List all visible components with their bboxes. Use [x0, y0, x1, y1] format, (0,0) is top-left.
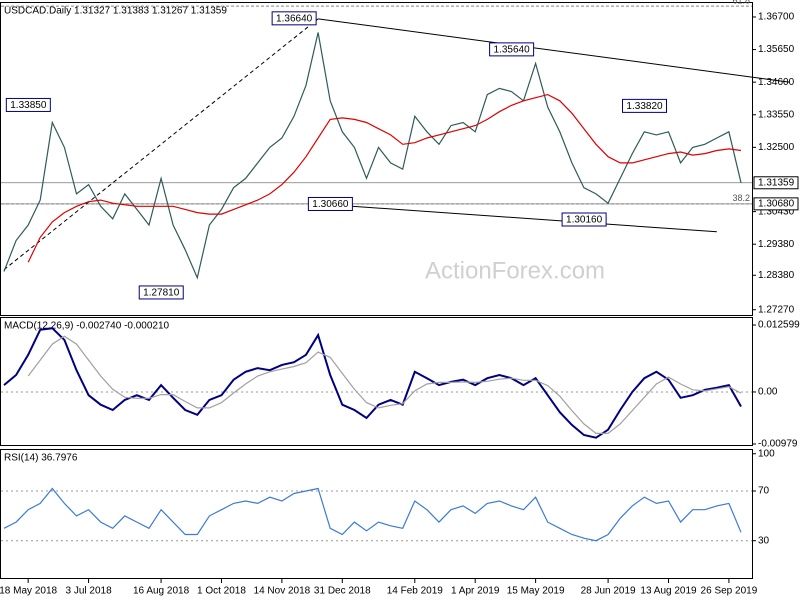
x-tick-label: 28 Jun 2019	[581, 586, 636, 597]
annotation-label: 1.30660	[312, 199, 349, 210]
y-tick-label: 30	[758, 535, 770, 546]
series-line	[27, 335, 742, 434]
trend-line	[318, 18, 790, 83]
x-tick-label: 14 Feb 2019	[387, 586, 444, 597]
trend-line	[318, 203, 717, 233]
y-tick-label: 1.27270	[758, 304, 795, 315]
x-tick-label: 3 Jul 2018	[65, 586, 112, 597]
series-line	[27, 93, 742, 263]
annotation-box	[489, 42, 535, 57]
y-tick-label: 1.33550	[758, 109, 795, 120]
y-tick-label: 100	[758, 448, 775, 459]
x-tick-label: 26 Sep 2019	[701, 586, 758, 597]
y-tick-label: 1.29380	[758, 239, 795, 250]
y-tick-label: 1.35650	[758, 44, 795, 55]
annotation-label: 1.33850	[10, 100, 47, 111]
y-tick-label: 0.012599	[758, 320, 800, 331]
y-tick-label: 70	[758, 486, 770, 497]
annotation-box	[307, 196, 353, 211]
x-tick-label: 16 Aug 2018	[133, 586, 190, 597]
trend-line	[3, 18, 319, 271]
x-tick-label: 1 Apr 2019	[451, 586, 500, 597]
fib-label: 38.2	[732, 193, 750, 203]
y-tick-label: -0.00979	[758, 439, 798, 450]
annotation-label: 1.30160	[566, 215, 603, 226]
x-tick-label: 14 Nov 2018	[254, 586, 311, 597]
panel-title: USDCAD.Daily 1.31327 1.31383 1.31267 1.3…	[4, 6, 227, 17]
x-tick-label: 18 May 2018	[0, 586, 58, 597]
y-tick-label: 1.30430	[758, 206, 795, 217]
y-tick-label: 1.32500	[758, 142, 795, 153]
watermark: ActionForex.com	[425, 257, 605, 284]
y-tick-label: 1.28380	[758, 270, 795, 281]
price-box	[753, 176, 799, 190]
annotation-box	[622, 98, 668, 113]
x-tick-label: 15 May 2019	[507, 586, 565, 597]
annotation-label: 1.33820	[626, 101, 663, 112]
annotation-box	[5, 97, 51, 112]
x-tick-label: 1 Oct 2018	[197, 586, 246, 597]
panel-title: MACD(12,26,9) -0.002740 -0.000210	[4, 321, 170, 332]
annotation-box	[138, 285, 184, 300]
series-line	[3, 32, 742, 280]
annotation-box	[271, 11, 317, 26]
price-box-label: 1.31359	[758, 177, 795, 188]
rsi-panel	[0, 449, 753, 579]
y-tick-label: 1.34600	[758, 77, 795, 88]
price-box-label: 1.30680	[758, 199, 795, 210]
price-box	[753, 197, 799, 211]
x-tick-label: 13 Aug 2019	[640, 586, 697, 597]
annotation-label: 1.27810	[143, 288, 180, 299]
annotation-label: 1.36640	[276, 13, 313, 24]
y-tick-label: 1.36700	[758, 12, 795, 23]
annotation-label: 1.35640	[494, 45, 531, 56]
series-line	[3, 327, 742, 439]
series-line	[3, 487, 742, 542]
annotation-box	[561, 212, 607, 227]
price-panel	[0, 2, 753, 316]
panel-title: RSI(14) 36.7976	[4, 453, 78, 464]
y-tick-label: 0.00	[758, 387, 778, 398]
fib-label: 61.8	[732, 0, 750, 5]
x-tick-label: 31 Dec 2018	[314, 586, 371, 597]
macd-panel	[0, 317, 753, 446]
